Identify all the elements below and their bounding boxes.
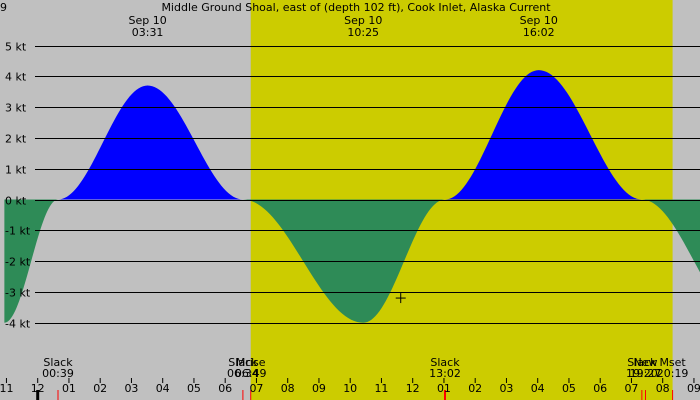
x-tick-label: 03 [124, 382, 138, 395]
event-time: 13:02 [429, 367, 461, 380]
event-label: Slack [430, 356, 460, 369]
x-tick-label: 03 [499, 382, 513, 395]
extreme-date: Sep 10 [344, 14, 382, 27]
x-tick-label: 09 [312, 382, 326, 395]
extreme-time: 03:31 [132, 26, 164, 39]
y-tick-label: -1 kt [5, 225, 31, 238]
y-gridlines [35, 46, 700, 324]
x-tick-label: 01 [62, 382, 76, 395]
x-tick-label: 01 [437, 382, 451, 395]
x-tick-label: 11 [374, 382, 388, 395]
x-tick-label: 06 [218, 382, 232, 395]
event-label: New [634, 356, 658, 369]
chart-title: Middle Ground Shoal, east of (depth 102 … [161, 1, 551, 14]
extreme-time: 16:02 [523, 26, 555, 39]
event-label: Mrise [236, 356, 266, 369]
x-tick-label: 06 [593, 382, 607, 395]
x-tick-label: 09 [687, 382, 700, 395]
x-tick-label: 10 [343, 382, 357, 395]
x-tick-label: 12 [406, 382, 420, 395]
y-tick-label: 0 kt [5, 195, 27, 208]
y-tick-label: 4 kt [5, 71, 27, 84]
event-label: Slack [43, 356, 73, 369]
event-time: 20:19 [657, 367, 689, 380]
y-tick-label: -2 kt [5, 256, 31, 269]
extreme-date: Sep 10 [128, 14, 166, 27]
x-tick-label: 04 [531, 382, 545, 395]
x-tick-label: 12 [31, 382, 45, 395]
y-tick-labels: 5 kt 4 kt 3 kt 2 kt 1 kt 0 kt -1 kt -2 kt -3 kt -… [5, 41, 31, 331]
y-tick-label: -4 kt [5, 318, 31, 331]
x-tick-label: 05 [187, 382, 201, 395]
x-tick-label: 02 [93, 382, 107, 395]
y-tick-label: 3 kt [5, 102, 27, 115]
y-tick-label: -3 kt [5, 287, 31, 300]
crosshair-marker [395, 293, 406, 304]
x-tick-label: 07 [624, 382, 638, 395]
event-label: Mset [659, 356, 686, 369]
x-tick-label: 08 [656, 382, 670, 395]
x-tick-labels: 11 12 01 02 03 04 05 06 07 08 09 10 11 12 01 02 03 04 05 06… [0, 382, 700, 395]
event-time: 00:39 [42, 367, 74, 380]
x-tick-label: 02 [468, 382, 482, 395]
event-time: 19:27 [630, 367, 662, 380]
x-tick-label: 08 [281, 382, 295, 395]
y-tick-label: 5 kt [5, 41, 27, 54]
extreme-date: Sep 10 [520, 14, 558, 27]
flood-current-area [58, 70, 642, 200]
event-label: Slack [228, 356, 258, 369]
event-time: 06:34 [227, 367, 259, 380]
x-tick-label: 07 [249, 382, 263, 395]
event-time: 19:20 [626, 367, 658, 380]
title-prefix: 9 [0, 1, 7, 14]
event-label: Slack [627, 356, 657, 369]
event-time: 06:49 [235, 367, 267, 380]
y-tick-label: 1 kt [5, 164, 27, 177]
y-tick-label: 2 kt [5, 133, 27, 146]
x-tick-label: 11 [0, 382, 13, 395]
event-labels: Slack00:39Slack06:34Mrise06:49Slack13:02… [42, 356, 688, 380]
extreme-time: 10:25 [347, 26, 379, 39]
x-tick-label: 04 [156, 382, 170, 395]
x-axis-marks [5, 378, 695, 400]
x-tick-label: 05 [562, 382, 576, 395]
